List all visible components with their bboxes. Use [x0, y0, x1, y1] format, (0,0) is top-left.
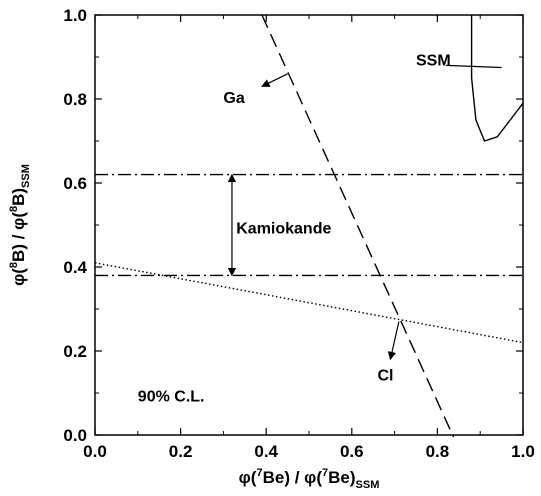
series-ga-dashed — [261, 15, 455, 437]
y-tick-label: 0.8 — [63, 90, 87, 109]
x-tick-label: 0.0 — [83, 442, 107, 461]
x-tick-label: 0.4 — [254, 442, 278, 461]
ga-label: Ga — [223, 90, 244, 107]
y-axis-title: φ(8B) / φ(8B)SSM — [8, 164, 32, 286]
cl-label: Cl — [377, 367, 393, 384]
y-tick-label: 0.0 — [63, 426, 87, 445]
y-tick-label: 1.0 — [63, 6, 87, 25]
cl-arrow — [387, 321, 400, 361]
kamiokande-label: Kamiokande — [236, 220, 331, 237]
x-tick-label: 0.8 — [426, 442, 450, 461]
x-tick-label: 0.2 — [169, 442, 193, 461]
x-tick-label: 1.0 — [511, 442, 535, 461]
annotations-layer: SSM Ga Kamiokande Cl 90% C.L. — [138, 52, 502, 405]
ga-arrow — [261, 73, 288, 87]
series-layer — [95, 15, 523, 437]
ssm-label: SSM — [416, 52, 451, 69]
y-tick-label: 0.2 — [63, 342, 87, 361]
axes: 0.0 0.2 0.4 0.6 0.8 1.0 0.0 0.2 0.4 0.6 0.8 1.0 — [63, 6, 534, 461]
series-ssm-solid — [470, 15, 523, 142]
x-axis-title: φ(7Be) / φ(7Be)SSM — [239, 467, 380, 491]
ssm-pointer — [445, 64, 502, 69]
x-tick-label: 0.6 — [340, 442, 364, 461]
confidence-level-label: 90% C.L. — [138, 388, 205, 405]
y-tick-label: 0.4 — [63, 258, 87, 277]
y-tick-label: 0.6 — [63, 174, 87, 193]
